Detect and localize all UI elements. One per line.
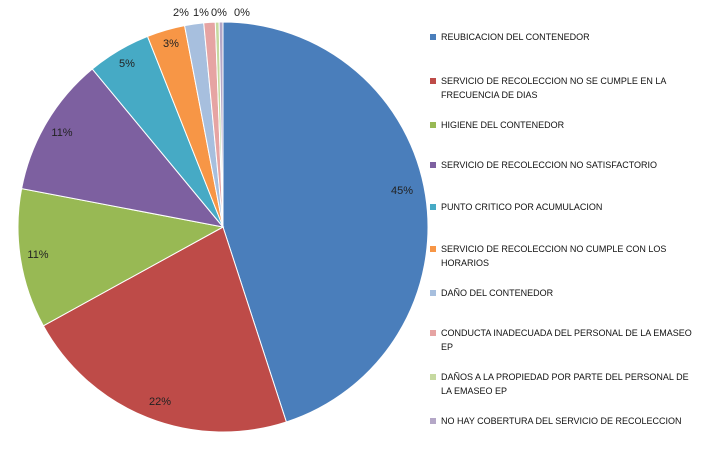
slice-label-8: 1%: [193, 7, 209, 19]
legend-item: SERVICIO DE RECOLECCION NO CUMPLE CON LO…: [430, 242, 695, 270]
legend-label: PUNTO CRITICO POR ACUMULACION: [441, 202, 603, 212]
slice-label-3: 11%: [27, 249, 48, 261]
legend-label: HIGIENE DEL CONTENEDOR: [441, 120, 565, 130]
slice-label-10: 0%: [234, 7, 250, 19]
slice-label-1: 45%: [391, 185, 413, 197]
legend-label: SERVICIO DE RECOLECCION NO SATISFACTORIO: [441, 160, 658, 170]
slice-label-2: 22%: [149, 396, 171, 408]
pie-slice-10: [218, 21, 224, 228]
legend-label: DAÑOS A LA PROPIEDAD POR PARTE DEL PERSO…: [441, 372, 689, 396]
legend-swatch: [430, 78, 436, 84]
legend-label: NO HAY COBERTURA DEL SERVICIO DE RECOLEC…: [441, 416, 682, 426]
slice-label-9: 0%: [211, 7, 227, 19]
slice-label-6: 3%: [163, 38, 179, 50]
pie-slice-1: [222, 21, 429, 423]
slice-label-4: 11%: [51, 127, 72, 139]
legend-swatch: [430, 204, 436, 210]
legend-item: SERVICIO DE RECOLECCION NO SATISFACTORIO: [430, 158, 657, 172]
legend-swatch: [430, 290, 436, 296]
legend-item: NO HAY COBERTURA DEL SERVICIO DE RECOLEC…: [430, 414, 682, 428]
legend-swatch: [430, 162, 436, 168]
legend-item: REUBICACION DEL CONTENEDOR: [430, 30, 590, 44]
legend-item: HIGIENE DEL CONTENEDOR: [430, 118, 564, 132]
legend-item: CONDUCTA INADECUADA DEL PERSONAL DE LA E…: [430, 326, 695, 354]
legend-item: DAÑO DEL CONTENEDOR: [430, 286, 553, 300]
pie-slice-4: [21, 68, 225, 228]
legend-label: SERVICIO DE RECOLECCION NO SE CUMPLE EN …: [441, 76, 666, 100]
slice-label-5: 5%: [119, 58, 135, 70]
legend-item: SERVICIO DE RECOLECCION NO SE CUMPLE EN …: [430, 74, 695, 102]
pie-slice-2: [42, 226, 287, 433]
legend-swatch: [430, 122, 436, 128]
pie-slice-3: [17, 188, 225, 327]
legend-swatch: [430, 374, 436, 380]
legend-label: CONDUCTA INADECUADA DEL PERSONAL DE LA E…: [441, 328, 692, 352]
legend-item: DAÑOS A LA PROPIEDAD POR PARTE DEL PERSO…: [430, 370, 695, 398]
legend-label: REUBICACION DEL CONTENEDOR: [441, 32, 590, 42]
legend-label: DAÑO DEL CONTENEDOR: [441, 288, 554, 298]
slice-label-7: 2%: [173, 7, 189, 19]
legend-item: PUNTO CRITICO POR ACUMULACION: [430, 200, 602, 214]
legend-swatch: [430, 418, 436, 424]
legend-swatch: [430, 34, 436, 40]
legend-label: SERVICIO DE RECOLECCION NO CUMPLE CON LO…: [441, 244, 667, 268]
legend-swatch: [430, 330, 436, 336]
legend-swatch: [430, 246, 436, 252]
